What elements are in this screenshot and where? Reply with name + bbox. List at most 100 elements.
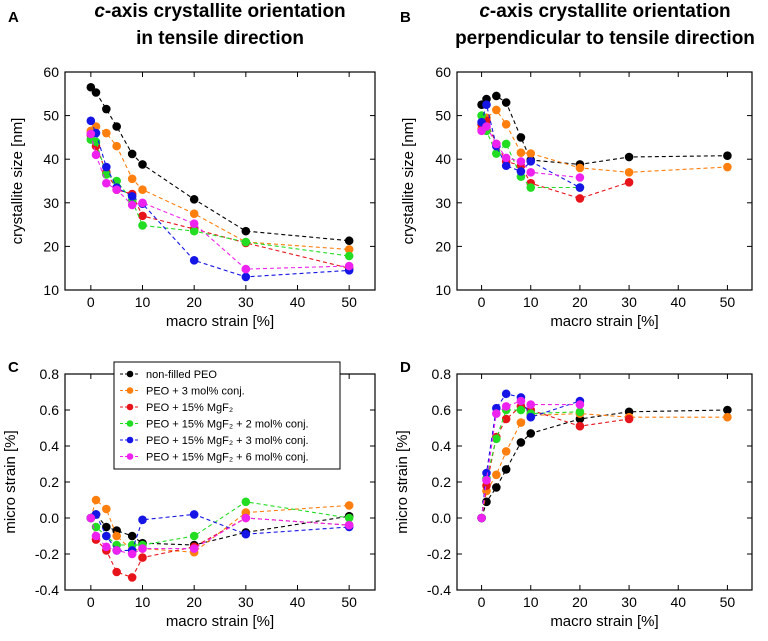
data-point	[189, 209, 199, 218]
series-non_filled	[477, 91, 732, 169]
x-tick-label: 30	[238, 594, 254, 610]
plot-frame	[456, 373, 753, 591]
data-point	[492, 470, 501, 480]
data-point	[492, 483, 501, 492]
data-point	[526, 400, 536, 409]
x-tick-label: 0	[87, 294, 95, 310]
y-tick-label: 30	[43, 195, 59, 211]
data-point	[189, 226, 199, 236]
series-line	[481, 413, 728, 519]
data-point	[112, 141, 121, 151]
chart-title-line: perpendicular to tensile direction	[455, 28, 755, 49]
series-line	[90, 125, 350, 251]
data-point	[723, 151, 732, 161]
chart-title-line: c-axis crystallite orientation	[479, 1, 730, 22]
y-tick-label: 60	[435, 64, 451, 80]
data-point	[624, 414, 634, 424]
data-point	[127, 549, 137, 559]
data-point	[723, 405, 732, 415]
data-point	[127, 200, 137, 210]
data-point	[241, 226, 251, 236]
data-point	[102, 104, 111, 114]
data-point	[492, 91, 501, 101]
legend-label: PEO + 15% MgF₂ + 2 mol% conj.	[146, 419, 309, 431]
x-tick-label: 10	[523, 594, 539, 610]
data-point	[492, 409, 501, 418]
data-point	[138, 553, 147, 562]
data-point	[91, 495, 101, 505]
y-tick-label: 0.0	[40, 510, 60, 526]
data-point	[723, 162, 732, 172]
y-tick-label: -0.4	[427, 582, 451, 598]
x-axis-label: macro strain [%]	[166, 613, 274, 630]
legend-entry: PEO + 3 mol% conj.	[120, 386, 245, 398]
data-point	[723, 412, 732, 422]
chart-title-line: in tensile direction	[136, 28, 304, 49]
series-mgf2_conj6	[86, 129, 354, 274]
data-point	[526, 167, 536, 177]
series-mgf2_conj2	[477, 405, 585, 523]
data-point	[482, 475, 491, 485]
data-point	[575, 194, 585, 203]
data-point	[344, 520, 354, 530]
x-tick-label: 0	[87, 594, 95, 610]
data-point	[112, 185, 121, 195]
data-point	[501, 120, 511, 129]
data-point	[127, 174, 137, 184]
x-tick-label: 10	[135, 594, 151, 610]
data-point	[138, 221, 147, 230]
legend-marker	[126, 453, 134, 460]
legend-entry: PEO + 15% MgF₂ + 6 mol% conj.	[120, 452, 309, 464]
legend-marker	[126, 436, 134, 444]
y-axis-label: crystallite size [nm]	[400, 118, 417, 245]
data-point	[112, 122, 121, 131]
data-point	[344, 251, 354, 261]
data-point	[526, 149, 536, 158]
data-point	[516, 396, 526, 406]
data-point	[189, 544, 199, 553]
data-point	[516, 157, 526, 166]
series-conj3	[86, 122, 354, 254]
y-tick-label: 60	[43, 64, 59, 80]
data-point	[86, 129, 96, 139]
panel-letter: D	[400, 359, 411, 376]
series-line	[481, 405, 630, 519]
panel-letter: A	[8, 9, 19, 26]
panel-d: D 0 10 20 30 40 50 -0.4 -0.2 0.0 0.2 0.4 0.6 0.8 macro…	[394, 359, 753, 630]
data-point	[241, 264, 251, 274]
data-point	[241, 529, 251, 539]
legend-label: non-filled PEO	[146, 369, 217, 381]
x-tick-label: 40	[290, 594, 306, 610]
x-tick-label: 20	[572, 594, 588, 610]
legend-entry: PEO + 15% MgF₂ + 2 mol% conj.	[120, 419, 309, 431]
x-axis-label: macro strain [%]	[550, 613, 658, 630]
data-point	[86, 513, 96, 523]
data-point	[575, 183, 585, 192]
y-axis-label: micro strain [%]	[394, 430, 411, 533]
y-tick-label: 0.4	[432, 438, 452, 454]
plot-frame	[456, 71, 753, 291]
y-tick-label: -0.2	[427, 546, 451, 562]
data-point	[477, 513, 486, 523]
legend-label: PEO + 15% MgF₂ + 3 mol% conj.	[146, 435, 309, 447]
x-tick-label: 50	[720, 294, 736, 310]
x-axis-label: macro strain [%]	[550, 313, 658, 330]
y-tick-label: -0.4	[35, 582, 59, 598]
data-point	[526, 412, 536, 422]
x-tick-label: 30	[621, 294, 637, 310]
series-conj3	[86, 495, 354, 557]
x-tick-label: 50	[720, 594, 736, 610]
series-non_filled	[477, 405, 732, 523]
data-point	[526, 157, 536, 166]
legend-marker	[126, 420, 134, 427]
y-axis-label: micro strain [%]	[2, 430, 19, 533]
data-point	[189, 531, 199, 541]
x-axis-label: macro strain [%]	[166, 313, 274, 330]
data-point	[516, 148, 526, 157]
y-tick-label: 50	[435, 108, 451, 124]
data-point	[501, 161, 511, 171]
x-tick-label: 0	[478, 294, 486, 310]
data-point	[344, 501, 354, 510]
data-point	[344, 245, 354, 254]
y-tick-label: 0.4	[40, 438, 60, 454]
